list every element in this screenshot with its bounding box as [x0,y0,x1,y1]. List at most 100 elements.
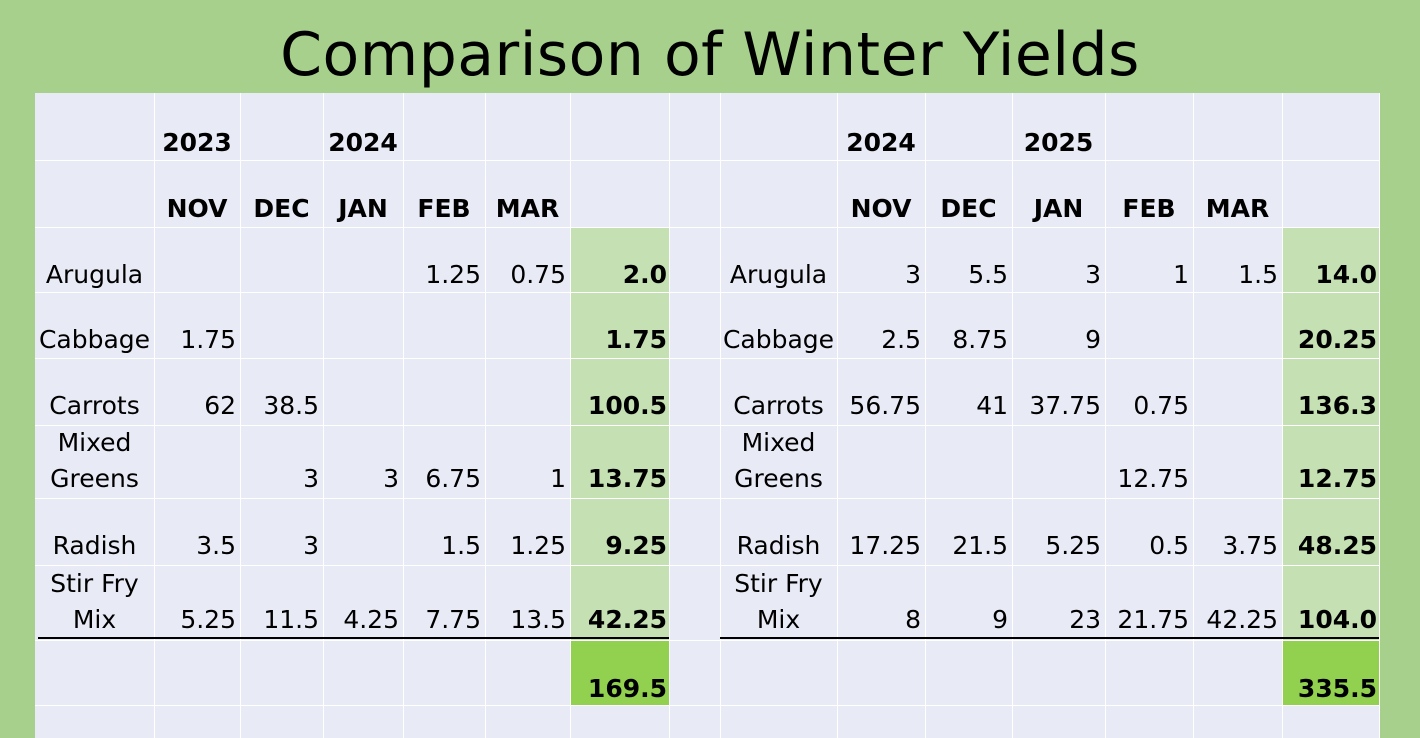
crop-label: Cabbage [38,325,151,354]
yield-value: 21.75 [1117,605,1189,634]
month-header: DEC [940,194,997,223]
grid-line-horizontal [35,227,1379,228]
grid-line-vertical [669,93,670,738]
month-header: FEB [1122,194,1176,223]
month-header: MAR [495,194,560,223]
month-header: DEC [253,194,310,223]
row-total: 1.75 [605,325,667,354]
year-header: 2023 [162,128,232,157]
yield-value: 56.75 [849,391,921,420]
yield-value: 7.75 [425,605,481,634]
grid-line-vertical [240,93,241,738]
month-header: FEB [417,194,471,223]
crop-label: Cabbage [722,325,835,354]
grid-line-vertical [925,93,926,738]
year-header: 2024 [328,128,398,157]
yield-value: 3.5 [196,531,236,560]
crop-label: Radish [736,531,821,560]
grid-line-horizontal [35,565,1379,566]
grand-total: 335.5 [1297,674,1377,703]
yield-value: 3 [303,464,319,493]
yield-value: 62 [204,391,236,420]
yield-value: 11.5 [263,605,319,634]
yield-value: 1.5 [1238,260,1278,289]
yield-value: 37.75 [1029,391,1101,420]
month-header: JAN [338,194,388,223]
grid-line-vertical [1105,93,1106,738]
grid-line-horizontal [35,425,1379,426]
yield-spreadsheet: 2023 2024 NOV DEC JAN FEB MAR Arugula 1.25 0.75 2.… [35,93,1380,738]
crop-label: Greens [734,464,823,493]
row-total: 9.25 [605,531,667,560]
crop-label: Mixed [741,428,816,457]
yield-value: 5.25 [1045,531,1101,560]
yield-value: 3 [383,464,399,493]
yield-value: 38.5 [263,391,319,420]
row-total: 12.75 [1297,464,1377,493]
grand-total-cell [570,640,669,705]
grid-line-horizontal [35,358,1379,359]
crop-label: Arugula [729,260,828,289]
grid-line-horizontal [35,498,1379,499]
row-total: 2.0 [622,260,667,289]
yield-value: 21.5 [952,531,1008,560]
grid-line-vertical [837,93,838,738]
yield-value: 1 [1173,260,1189,289]
yield-value: 3 [303,531,319,560]
row-total: 136.3 [1297,391,1377,420]
month-header: NOV [166,194,228,223]
yield-value: 6.75 [425,464,481,493]
grid-line-vertical [323,93,324,738]
yield-value: 4.25 [343,605,399,634]
crop-label: Greens [50,464,139,493]
year-header: 2024 [846,128,916,157]
yield-value: 12.75 [1117,464,1189,493]
yield-value: 1.75 [180,325,236,354]
grid-line-horizontal [35,705,1379,706]
crop-label: Mix [756,605,801,634]
crop-label: Carrots [733,391,824,420]
yield-value: 0.75 [1133,391,1189,420]
row-total: 100.5 [587,391,667,420]
totals-rule [720,637,1379,639]
yield-value: 8.75 [952,325,1008,354]
year-header: 2025 [1023,128,1094,157]
crop-label: Mix [72,605,117,634]
yield-value: 9 [992,605,1008,634]
grid-line-vertical [1282,93,1283,738]
grand-total: 169.5 [587,674,667,703]
crop-label: Arugula [45,260,144,289]
yield-value: 1.25 [425,260,481,289]
yield-value: 17.25 [849,531,921,560]
yield-value: 1.25 [510,531,566,560]
month-header: MAR [1205,194,1270,223]
yield-value: 0.75 [510,260,566,289]
yield-value: 13.5 [510,605,566,634]
grand-total-cell [1282,640,1379,705]
grid-line-horizontal [35,160,1379,161]
row-total: 13.75 [587,464,667,493]
row-total: 20.25 [1297,325,1377,354]
yield-value: 1 [550,464,566,493]
yield-value: 23 [1069,605,1101,634]
yield-value: 3.75 [1222,531,1278,560]
page-title: Comparison of Winter Yields [280,20,1140,90]
grid-line-vertical [403,93,404,738]
grid-line-vertical [1012,93,1013,738]
grid-line-vertical [570,93,571,738]
grid-line-vertical [485,93,486,738]
yield-value: 3 [905,260,921,289]
yield-value: 41 [976,391,1008,420]
crop-label: Stir Fry [734,569,823,598]
crop-label: Radish [52,531,137,560]
grid-line-vertical [720,93,721,738]
crop-label: Stir Fry [50,569,139,598]
grid-line-vertical [1379,93,1380,738]
row-total: 42.25 [587,605,667,634]
total-column-right [1282,227,1379,640]
yield-value: 0.5 [1149,531,1189,560]
row-total: 14.0 [1315,260,1377,289]
row-total: 48.25 [1297,531,1377,560]
month-header: JAN [1033,194,1084,223]
yield-value: 5.5 [968,260,1008,289]
